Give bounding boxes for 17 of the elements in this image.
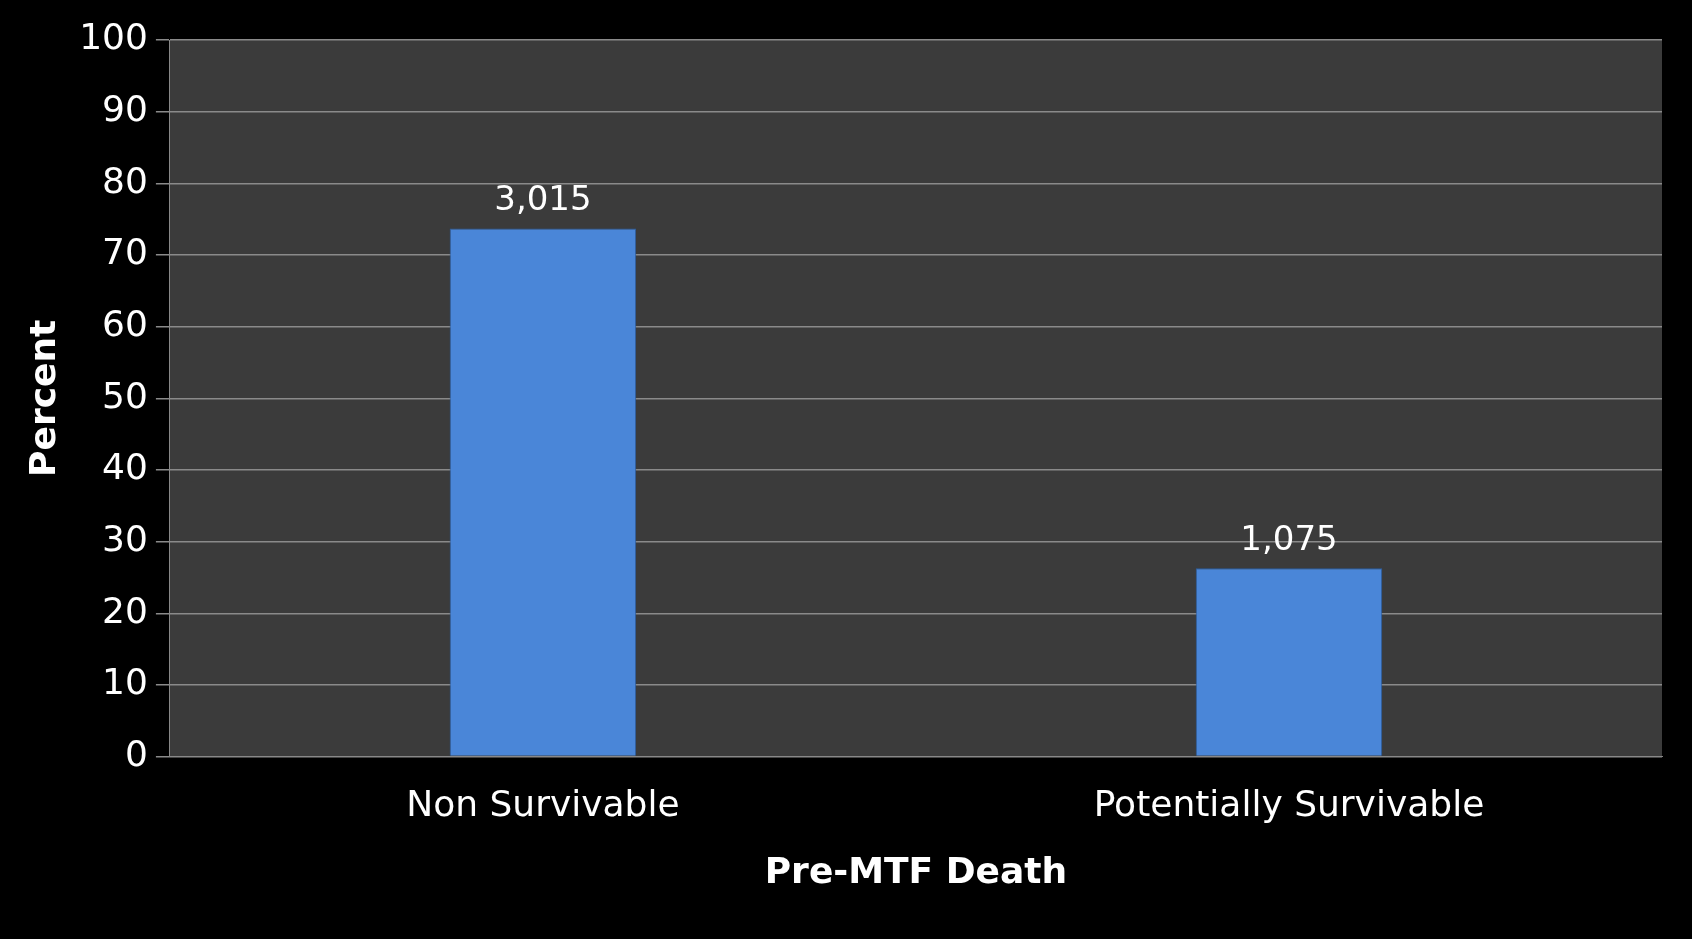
annotation: 3,015 <box>494 178 592 219</box>
annotation: 1,075 <box>1240 517 1338 558</box>
x-axis-title: Pre-MTF Death <box>764 849 1068 891</box>
y-tick-label: 0 <box>125 732 148 774</box>
y-tick-label: 80 <box>102 159 148 201</box>
y-tick-label: 100 <box>79 16 148 58</box>
y-tick-label: 60 <box>102 303 148 344</box>
y-tick-label: 70 <box>102 231 148 273</box>
y-tick-label: 50 <box>102 374 148 416</box>
x-tick-label: Potentially Survivable <box>1093 782 1485 824</box>
y-tick-label: 30 <box>102 517 148 559</box>
y-axis-title: Percent <box>21 319 63 477</box>
x-tick-label: Non Survivable <box>406 782 680 824</box>
y-tick-label: 90 <box>102 88 148 130</box>
y-tick-label: 10 <box>102 661 148 703</box>
y-tick-label: 20 <box>102 589 148 631</box>
y-tick-label: 40 <box>102 446 148 488</box>
